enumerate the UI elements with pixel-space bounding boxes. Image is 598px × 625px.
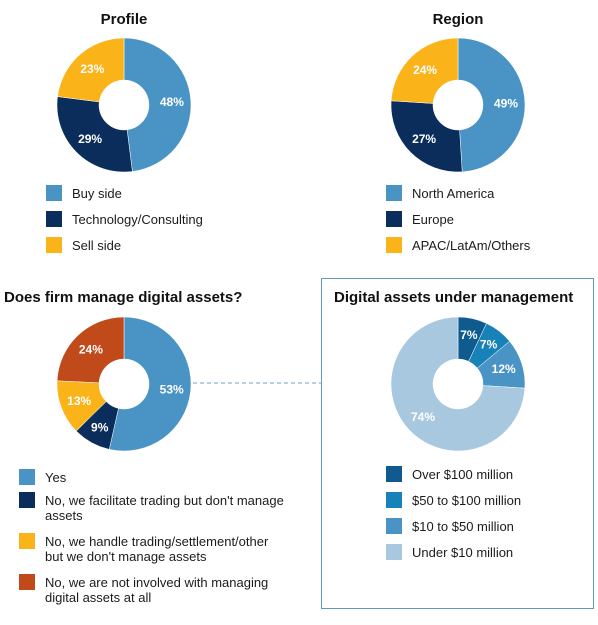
legend-swatch	[46, 211, 62, 227]
legend: Yes No, we facilitate trading but don't m…	[19, 469, 289, 615]
data-label-technology-consulting: 29%	[78, 132, 102, 146]
data-label-sell-side: 23%	[80, 62, 104, 76]
data-label-over-100-million: 7%	[460, 328, 478, 342]
legend-label: $50 to $100 million	[412, 493, 522, 508]
data-label-no-we-are-not-involved-with-managing-dig: 24%	[79, 342, 103, 356]
legend-item-buy-side: Buy side	[46, 185, 203, 212]
slice-buy-side	[123, 37, 192, 172]
data-label-yes: 53%	[160, 382, 184, 396]
data-label-no-we-handle-trading-settlement-other-bu: 13%	[67, 394, 91, 408]
legend-label: Yes	[45, 470, 67, 485]
data-label-apac-latam-others: 24%	[413, 63, 437, 77]
legend-item-technology-consulting: Technology/Consulting	[46, 211, 203, 238]
slice-under-10-million	[390, 316, 526, 452]
legend: Over $100 million $50 to $100 million $10 …	[386, 466, 522, 571]
legend-swatch	[386, 518, 402, 534]
legend-swatch	[386, 466, 402, 482]
legend-item-no-we-facilitate-trading-but-don-t-manag: No, we facilitate trading but don't mana…	[19, 492, 289, 534]
legend-item-over-100-million: Over $100 million	[386, 466, 521, 493]
data-label-50-to-100-million: 7%	[480, 338, 498, 352]
legend: North America Europe APAC/LatAm/Others	[386, 185, 531, 264]
legend-swatch	[19, 469, 35, 485]
legend-item-sell-side: Sell side	[46, 237, 203, 264]
legend-label: Under $10 million	[412, 545, 514, 560]
legend-label: No, we facilitate trading but don't mana…	[45, 493, 284, 523]
data-label-north-america: 49%	[494, 97, 518, 111]
slice-europe	[390, 100, 463, 173]
legend-item-10-to-50-million: $10 to $50 million	[386, 518, 521, 545]
legend-item-under-10-million: Under $10 million	[386, 544, 521, 571]
chart-title: Does firm manage digital assets?	[4, 289, 243, 306]
legend-swatch	[46, 237, 62, 253]
legend-item-north-america: North America	[386, 185, 530, 212]
data-label-10-to-50-million: 12%	[492, 362, 516, 376]
legend-label: Europe	[412, 212, 454, 227]
legend-label: North America	[412, 186, 495, 201]
legend-label: No, we handle trading/settlement/other b…	[45, 534, 269, 564]
legend-swatch	[386, 544, 402, 560]
slice-yes	[108, 316, 192, 452]
chart-title: Digital assets under management	[334, 289, 574, 306]
legend-item-50-to-100-million: $50 to $100 million	[386, 492, 522, 519]
legend-label: Over $100 million	[412, 467, 514, 482]
legend-item-no-we-are-not-involved-with-managing-dig: No, we are not involved with managing di…	[19, 574, 289, 615]
legend-swatch	[19, 533, 35, 549]
legend-swatch	[386, 492, 402, 508]
legend-label: Buy side	[72, 186, 122, 201]
legend-item-apac-latam-others: APAC/LatAm/Others	[386, 237, 531, 264]
legend-swatch	[46, 185, 62, 201]
legend-swatch	[19, 574, 35, 590]
legend-label: APAC/LatAm/Others	[412, 238, 531, 253]
data-label-no-we-facilitate-trading-but-don-t-manag: 9%	[91, 421, 109, 435]
legend-label: $10 to $50 million	[412, 519, 514, 534]
slice-no-we-are-not-involved-with-managing-dig	[56, 316, 125, 384]
slice-technology-consulting	[56, 96, 133, 173]
legend-item-no-we-handle-trading-settlement-other-bu: No, we handle trading/settlement/other b…	[19, 533, 289, 575]
chart-title: Profile	[100, 11, 148, 28]
legend-swatch	[386, 185, 402, 201]
legend-item-yes: Yes	[19, 469, 289, 493]
legend-swatch	[386, 237, 402, 253]
aum-panel-border	[321, 278, 594, 609]
legend: Buy side Technology/Consulting Sell side	[46, 185, 203, 264]
legend-label: No, we are not involved with managing di…	[45, 575, 269, 605]
chart-title: Region	[432, 11, 484, 28]
slice-sell-side	[57, 37, 125, 103]
legend-swatch	[19, 492, 35, 508]
legend-item-europe: Europe	[386, 211, 530, 238]
legend-label: Technology/Consulting	[72, 212, 203, 227]
data-label-under-10-million: 74%	[411, 410, 435, 424]
legend-swatch	[386, 211, 402, 227]
data-label-buy-side: 48%	[160, 95, 184, 109]
slice-apac-latam-others	[390, 37, 459, 104]
data-label-europe: 27%	[412, 132, 436, 146]
slice-north-america	[457, 37, 526, 173]
legend-label: Sell side	[72, 238, 122, 253]
